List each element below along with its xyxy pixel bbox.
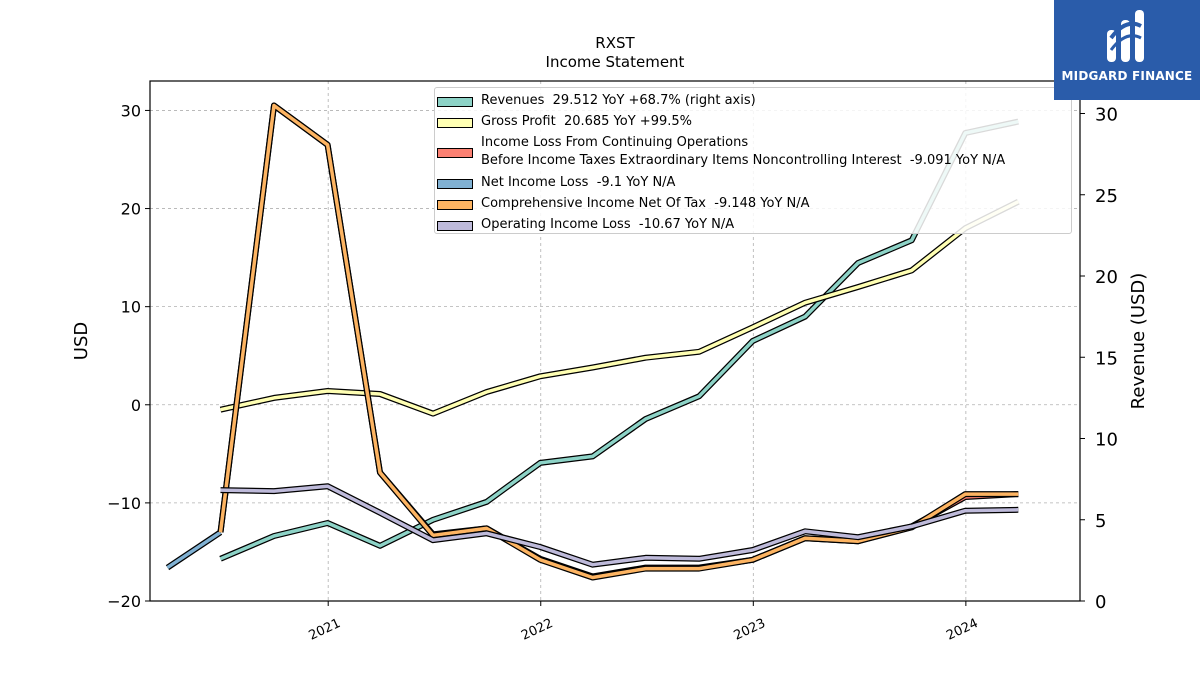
series-line (220, 200, 1020, 416)
series-3 (165, 529, 223, 571)
y-tick-label: 30 (121, 101, 141, 120)
y-tick-label: 0 (131, 396, 141, 415)
y-right-tick-label: 25 (1095, 186, 1118, 207)
legend-swatch (437, 178, 473, 189)
y-right-tick-label: 10 (1095, 430, 1118, 451)
legend-swatch (437, 117, 473, 128)
legend-label: Revenues 29.512 YoY +68.7% (right axis) (481, 93, 756, 108)
y-tick-label: 20 (121, 200, 141, 219)
x-tick-label: 2022 (519, 616, 555, 644)
x-tick-label: 2023 (732, 616, 768, 644)
legend-swatch (437, 148, 473, 158)
series-0 (219, 118, 1019, 562)
brand-name: MIDGARD FINANCE (1061, 69, 1193, 83)
y-tick-label: 10 (121, 298, 141, 317)
legend-label: Comprehensive Income Net Of Tax -9.148 Y… (481, 196, 810, 211)
series-line (219, 119, 1019, 561)
chart-legend: Revenues 29.512 YoY +68.7% (right axis) G… (434, 87, 1072, 234)
legend-label: Income Loss From Continuing Operations B… (481, 135, 1006, 168)
right-axis: 30 25 20 15 10 5 0 (1080, 105, 1118, 613)
legend-label: Net Income Loss -9.1 YoY N/A (481, 175, 676, 190)
series-line (220, 484, 1019, 567)
x-axis: 2021 2022 2023 2024 (307, 601, 981, 644)
midgard-logo-icon (1107, 10, 1144, 62)
y-axis-label-left: USD (71, 322, 92, 360)
plot-frame (149, 80, 1081, 602)
y-axis-label-right: Revenue (USD) (1128, 273, 1149, 410)
y-tick-label: −10 (107, 494, 141, 513)
y-right-tick-label: 30 (1095, 105, 1118, 126)
series-line (166, 530, 222, 570)
legend-label: Gross Profit 20.685 YoY +99.5% (481, 114, 692, 129)
y-right-tick-label: 5 (1095, 511, 1106, 532)
brand-logo: MIDGARD FINANCE (1054, 0, 1200, 100)
legend-swatch (437, 96, 473, 107)
chart-title: RXST (595, 34, 635, 52)
x-tick-label: 2024 (944, 616, 980, 644)
y-right-tick-label: 15 (1095, 348, 1118, 369)
left-axis: 30 20 10 0 −10 −20 (107, 101, 150, 611)
legend-label: Operating Income Loss -10.67 YoY N/A (481, 217, 735, 232)
series-5 (220, 483, 1019, 568)
series-layer (165, 102, 1020, 581)
y-tick-label: −20 (107, 592, 141, 611)
legend-swatch (437, 199, 473, 210)
legend-swatch (437, 220, 473, 231)
series-1 (219, 199, 1020, 417)
y-right-tick-label: 20 (1095, 267, 1118, 288)
x-tick-label: 2021 (307, 616, 343, 644)
chart-subtitle: Income Statement (546, 53, 685, 71)
y-right-tick-label: 0 (1095, 592, 1106, 613)
